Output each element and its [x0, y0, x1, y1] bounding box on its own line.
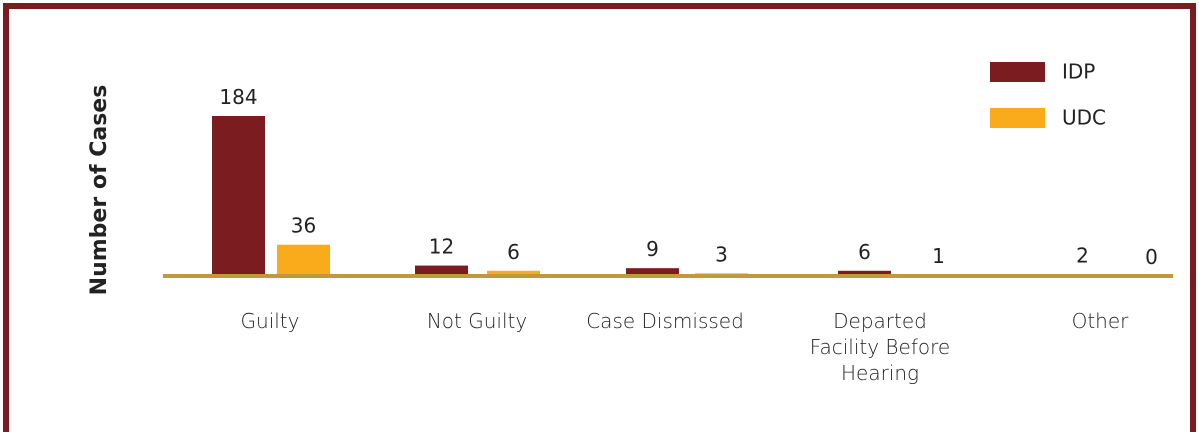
- bar: [626, 268, 679, 276]
- data-label: 3: [715, 242, 728, 266]
- x-tick-label: Departed Facility Before Hearing: [809, 309, 951, 385]
- legend-swatch: [990, 108, 1045, 128]
- data-label: 6: [858, 240, 871, 264]
- data-label: 36: [291, 214, 316, 238]
- legend-label: UDC: [1062, 106, 1106, 130]
- x-tick-label: Guilty: [240, 309, 300, 333]
- data-label: 1: [932, 244, 945, 268]
- legend-label: IDP: [1062, 60, 1095, 84]
- bar: [838, 270, 891, 276]
- x-tick-label: Other: [1071, 309, 1129, 333]
- bar: [277, 244, 330, 276]
- x-tick-label: Not Guilty: [426, 309, 528, 333]
- bar: [487, 270, 540, 276]
- y-axis-label: Number of Cases: [87, 85, 112, 296]
- data-label: 2: [1076, 243, 1089, 267]
- legend-swatch: [990, 62, 1045, 82]
- data-label: 9: [646, 237, 659, 261]
- data-label: 184: [219, 85, 257, 109]
- data-label: 12: [429, 235, 454, 259]
- x-tick-label: Case Dismissed: [586, 309, 744, 333]
- data-label: 0: [1145, 245, 1158, 269]
- bar: [212, 116, 265, 276]
- data-label: 6: [507, 240, 520, 264]
- bar: [415, 265, 468, 276]
- frame: [3, 3, 1196, 432]
